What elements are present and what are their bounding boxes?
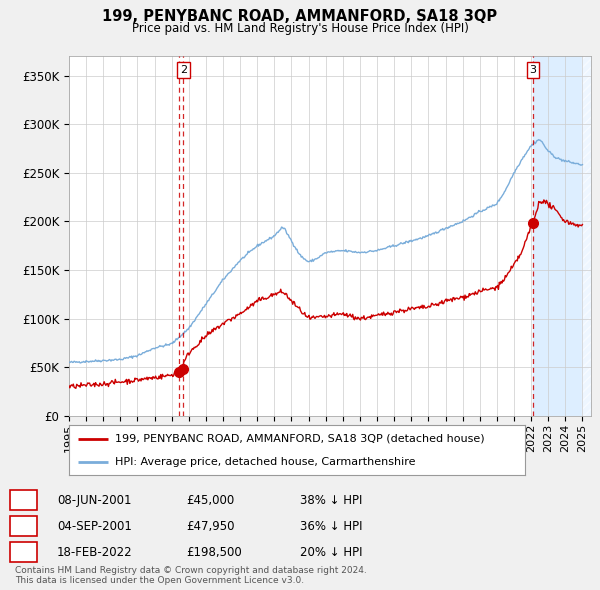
Text: 08-JUN-2001: 08-JUN-2001 bbox=[57, 494, 131, 507]
Text: 199, PENYBANC ROAD, AMMANFORD, SA18 3QP: 199, PENYBANC ROAD, AMMANFORD, SA18 3QP bbox=[103, 9, 497, 24]
Text: 38% ↓ HPI: 38% ↓ HPI bbox=[300, 494, 362, 507]
Text: 20% ↓ HPI: 20% ↓ HPI bbox=[300, 546, 362, 559]
Bar bbox=[533, 56, 600, 416]
Text: 3: 3 bbox=[530, 65, 536, 75]
Text: 04-SEP-2001: 04-SEP-2001 bbox=[57, 520, 132, 533]
Text: £47,950: £47,950 bbox=[186, 520, 235, 533]
Text: £198,500: £198,500 bbox=[186, 546, 242, 559]
Text: 2: 2 bbox=[19, 519, 26, 533]
Text: 199, PENYBANC ROAD, AMMANFORD, SA18 3QP (detached house): 199, PENYBANC ROAD, AMMANFORD, SA18 3QP … bbox=[115, 434, 484, 444]
Text: HPI: Average price, detached house, Carmarthenshire: HPI: Average price, detached house, Carm… bbox=[115, 457, 415, 467]
Text: 2: 2 bbox=[180, 65, 187, 75]
Text: 3: 3 bbox=[19, 545, 26, 559]
Bar bbox=[583, 56, 600, 416]
Text: £45,000: £45,000 bbox=[186, 494, 234, 507]
Text: 36% ↓ HPI: 36% ↓ HPI bbox=[300, 520, 362, 533]
Text: Price paid vs. HM Land Registry's House Price Index (HPI): Price paid vs. HM Land Registry's House … bbox=[131, 22, 469, 35]
Text: Contains HM Land Registry data © Crown copyright and database right 2024.
This d: Contains HM Land Registry data © Crown c… bbox=[15, 566, 367, 585]
Text: 18-FEB-2022: 18-FEB-2022 bbox=[57, 546, 133, 559]
Text: 1: 1 bbox=[19, 493, 26, 507]
